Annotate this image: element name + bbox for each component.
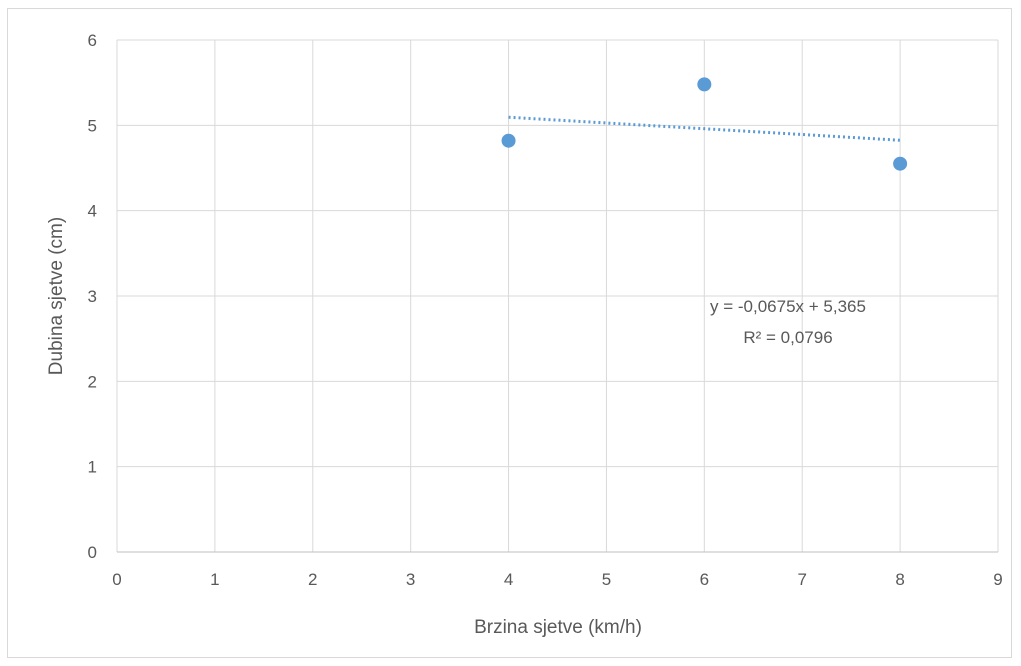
- x-tick-label: 6: [700, 570, 709, 589]
- y-tick-label: 4: [88, 202, 97, 221]
- x-tick-label: 4: [504, 570, 513, 589]
- x-tick-label: 7: [797, 570, 806, 589]
- y-tick-label: 6: [88, 31, 97, 50]
- r-squared-label: R² = 0,0796: [743, 328, 832, 347]
- data-point: [697, 77, 712, 92]
- trendline-equation: y = -0,0675x + 5,365: [710, 297, 866, 316]
- trendline: [508, 115, 901, 142]
- y-tick-label: 3: [88, 287, 97, 306]
- y-tick-label: 2: [88, 372, 97, 391]
- y-tick-labels: 0 1 2 3 4 5 6: [88, 31, 97, 562]
- x-tick-label: 2: [308, 570, 317, 589]
- x-tick-label: 5: [602, 570, 611, 589]
- y-tick-label: 5: [88, 116, 97, 135]
- gridlines: [116, 39, 999, 553]
- x-axis-title: Brzina sjetve (km/h): [474, 617, 642, 638]
- y-tick-label: 1: [88, 458, 97, 477]
- x-tick-label: 8: [895, 570, 904, 589]
- trendline-group: [508, 115, 901, 142]
- data-point: [893, 156, 908, 171]
- y-axis-title: Dubina sjetve (cm): [46, 217, 67, 375]
- x-tick-labels: 0 1 2 3 4 5 6 7 8 9: [112, 570, 1002, 589]
- data-point: [501, 133, 516, 148]
- x-tick-label: 3: [406, 570, 415, 589]
- y-tick-label: 0: [88, 543, 97, 562]
- data-points: [501, 77, 908, 171]
- x-tick-label: 1: [210, 570, 219, 589]
- x-tick-label: 9: [993, 570, 1002, 589]
- x-tick-label: 0: [112, 570, 121, 589]
